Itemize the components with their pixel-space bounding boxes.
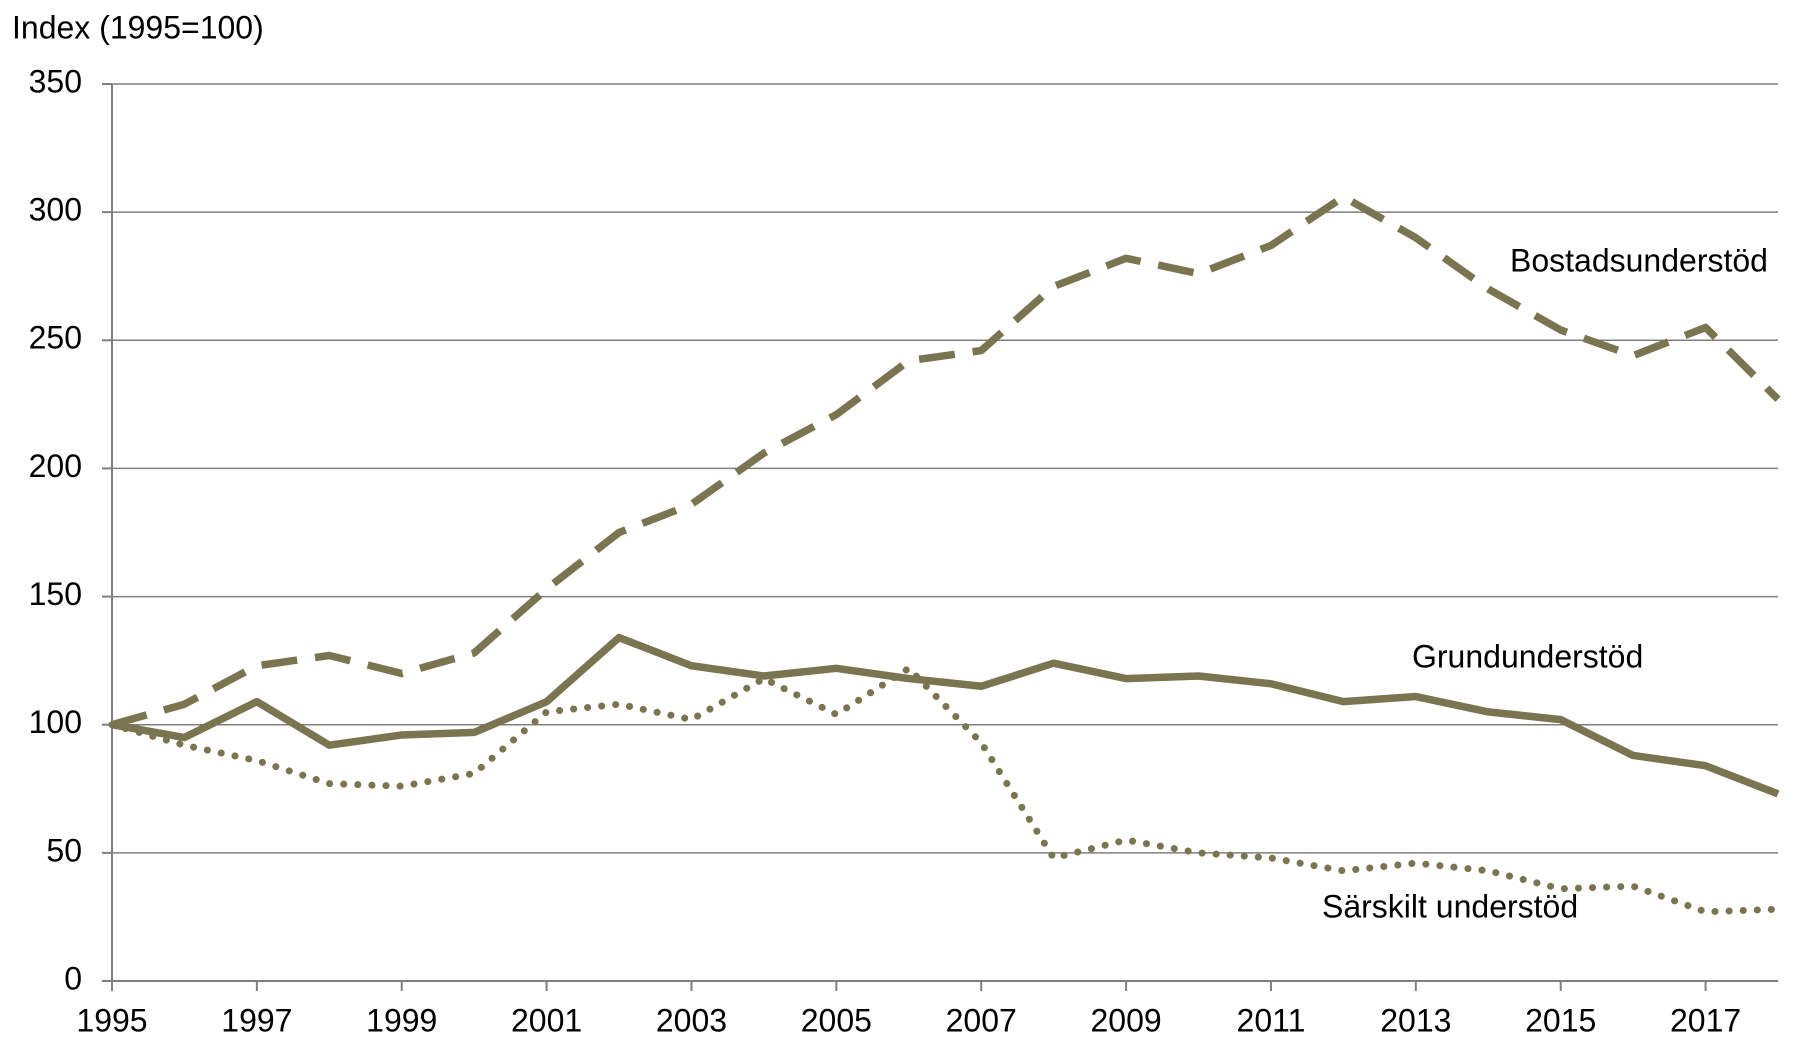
x-tick-label: 2007 xyxy=(946,1002,1017,1038)
x-tick-label: 2015 xyxy=(1525,1002,1596,1038)
series-label: Bostadsunderstöd xyxy=(1510,242,1768,278)
data-line xyxy=(110,193,1781,729)
x-tick-label: 2013 xyxy=(1380,1002,1451,1038)
x-tick-label: 2005 xyxy=(801,1002,872,1038)
x-tick-label: 1997 xyxy=(221,1002,292,1038)
y-tick-label: 150 xyxy=(29,576,82,612)
data-line xyxy=(108,664,1782,916)
y-tick-label: 350 xyxy=(29,63,82,99)
series-label: Grundunderstöd xyxy=(1412,638,1643,674)
x-tick-label: 2017 xyxy=(1670,1002,1741,1038)
x-tick-label: 2009 xyxy=(1090,1002,1161,1038)
x-tick-label: 1999 xyxy=(366,1002,437,1038)
x-tick-label: 2011 xyxy=(1237,1002,1306,1038)
y-tick-label: 300 xyxy=(29,192,82,228)
y-tick-label: 200 xyxy=(29,448,82,484)
x-tick-label: 2001 xyxy=(511,1002,582,1038)
y-tick-label: 100 xyxy=(29,704,82,740)
series-label: Särskilt understöd xyxy=(1322,888,1578,924)
x-tick-label: 2003 xyxy=(656,1002,727,1038)
y-axis-title: Index (1995=100) xyxy=(12,9,264,45)
data-line xyxy=(111,633,1780,798)
y-tick-label: 50 xyxy=(46,832,82,868)
y-tick-label: 250 xyxy=(29,320,82,356)
y-tick-label: 0 xyxy=(64,960,82,996)
x-tick-label: 1995 xyxy=(76,1002,147,1038)
